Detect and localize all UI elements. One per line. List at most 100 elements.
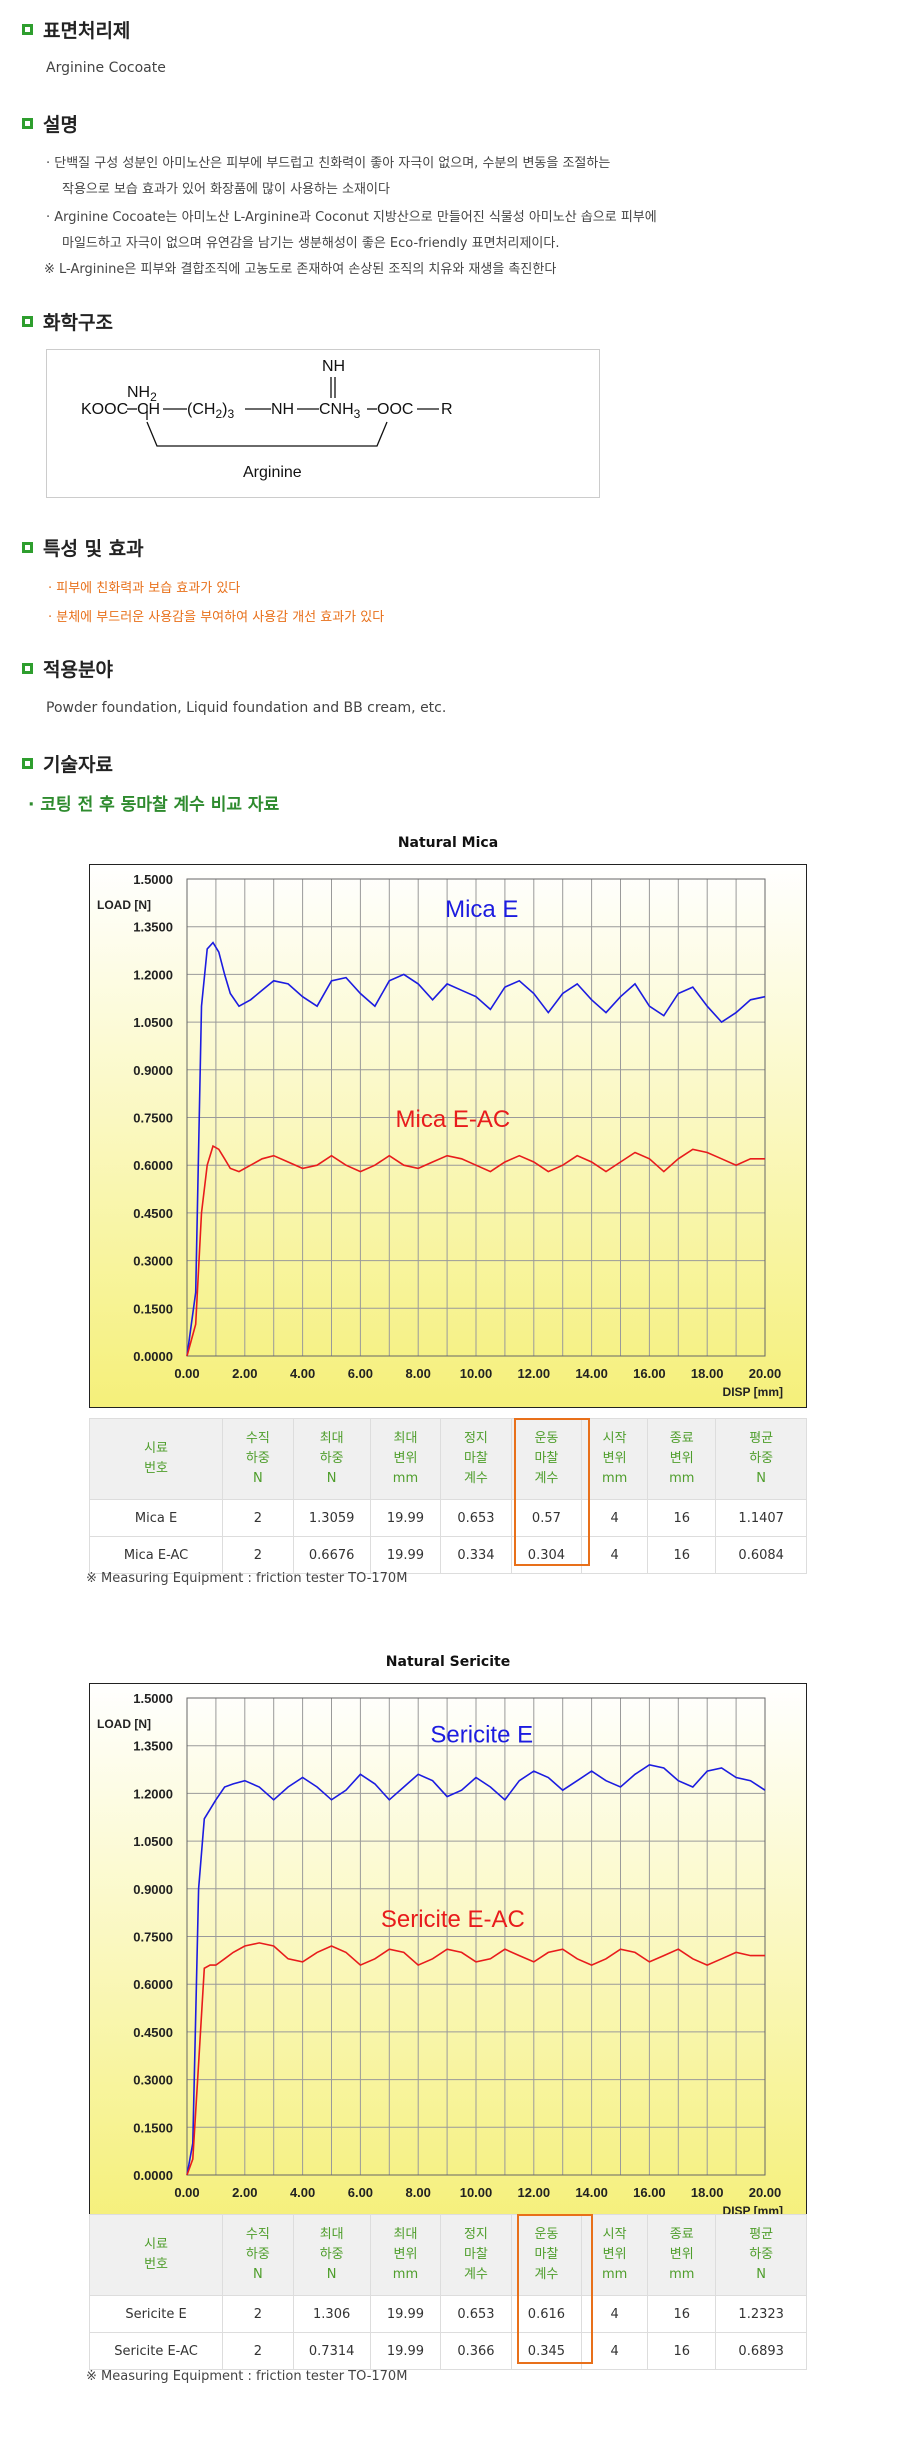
chart-svg: 0.0000 0.1500 0.3000 0.4500 0.6000 0.7500 0.90… [89, 864, 807, 1408]
section-title: 적용분야 [43, 659, 113, 681]
mica-data-table: 시료 번호 수직 하중 N 최대 하중 N 최대 변위 mm 정지 마찰 계수 운동 마찰 계수 시작 변위 mm 종료… [88, 1418, 807, 1574]
x-tick-label: 8.00 [406, 2185, 431, 2200]
chart-svg: 0.0000 0.1500 0.3000 0.4500 0.6000 0.7500 0.90… [89, 1683, 807, 2227]
table-row: Mica E-AC 2 0.6676 19.99 0.334 0.304 4 16 0.6084 [88, 1536, 807, 1574]
y-tick-label: 1.3500 [133, 1739, 173, 1754]
section-title: 표면처리제 [43, 20, 131, 42]
table-header-cell: 운동 마찰 계수 [510, 2214, 583, 2296]
table-header-cell: 최대 하중 N [292, 1418, 371, 1500]
x-tick-label: 16.00 [633, 1366, 666, 1381]
sericite-data-table: 시료 번호 수직 하중 N 최대 하중 N 최대 변위 mm 정지 마찰 계수 운동 마찰 계수 시작 변위 mm 종료… [88, 2214, 807, 2370]
x-tick-label: 8.00 [406, 1366, 431, 1381]
table-header-cell: 시작 변위 mm [581, 1418, 649, 1500]
table-cell: 2 [222, 1536, 294, 1574]
table-cell: 1.2323 [715, 2295, 807, 2333]
table-cell: 0.6084 [715, 1536, 807, 1574]
table-row: Mica E 2 1.3059 19.99 0.653 0.57 4 16 1.1407 [88, 1499, 807, 1537]
y-tick-label: 0.9000 [133, 1882, 173, 1897]
y-tick-label: 1.5000 [133, 872, 173, 887]
x-tick-label: 4.00 [290, 1366, 315, 1381]
x-tick-label: 2.00 [232, 1366, 257, 1381]
y-tick-label: 1.5000 [133, 1691, 173, 1706]
section-title: 기술자료 [43, 754, 113, 776]
table-cell: 0.334 [440, 1536, 512, 1574]
table-cell: 16 [647, 2295, 717, 2333]
square-bullet-icon [22, 24, 33, 35]
table-cell: 0.366 [440, 2332, 512, 2370]
table-header-cell: 운동 마찰 계수 [510, 1418, 583, 1500]
square-bullet-icon [22, 758, 33, 769]
square-bullet-icon [22, 542, 33, 553]
y-axis-label: LOAD [N] [97, 1717, 151, 1731]
x-tick-label: 6.00 [348, 1366, 373, 1381]
kinetic-friction-highlight [514, 1418, 590, 1566]
section-title: 특성 및 효과 [43, 538, 144, 560]
y-tick-label: 0.9000 [133, 1063, 173, 1078]
table-cell: 19.99 [369, 2332, 442, 2370]
r-label: R [441, 401, 453, 418]
x-tick-label: 0.00 [174, 2185, 199, 2200]
y-tick-label: 0.4500 [133, 1206, 173, 1221]
table-cell: 0.304 [510, 1536, 583, 1574]
y-tick-label: 0.7500 [133, 1111, 173, 1126]
series-line-0 [186, 941, 766, 1357]
y-tick-label: 0.3000 [133, 1254, 173, 1269]
section-header-features: 특성 및 효과 [22, 534, 144, 561]
measuring-equipment-note: ※ Measuring Equipment : friction tester … [86, 1571, 408, 1586]
square-bullet-icon [22, 316, 33, 327]
section-header-technical-data: 기술자료 [22, 750, 113, 777]
feature-item: · 피부에 친화력과 보습 효과가 있다 [48, 581, 241, 596]
y-tick-label: 1.0500 [133, 1015, 173, 1030]
surface-agent-name: Arginine Cocoate [46, 60, 166, 76]
x-tick-label: 6.00 [348, 2185, 373, 2200]
series-line-1 [186, 1942, 765, 2176]
table-header-cell: 최대 변위 mm [369, 2214, 442, 2296]
table-header-cell: 최대 하중 N [292, 2214, 371, 2296]
nh-top-label: NH [322, 358, 345, 375]
table-cell: Sericite E-AC [88, 2332, 224, 2370]
table-cell: 0.6893 [715, 2332, 807, 2370]
description-note: ※ L-Arginine은 피부와 결합조직에 고농도로 존재하여 손상된 조직… [44, 262, 557, 277]
y-tick-label: 0.1500 [133, 2120, 173, 2135]
x-tick-label: 14.00 [575, 2185, 608, 2200]
y-tick-label: 0.0000 [133, 1349, 173, 1364]
x-tick-label: 12.00 [518, 1366, 551, 1381]
table-header-cell: 종료 변위 mm [647, 1418, 717, 1500]
series-label-0: Mica E [445, 896, 518, 923]
table-header-cell: 종료 변위 mm [647, 2214, 717, 2296]
arginine-label: Arginine [243, 464, 302, 481]
table-cell: 4 [581, 1536, 649, 1574]
table-row: Sericite E 2 1.306 19.99 0.653 0.616 4 16 1.2323 [88, 2295, 807, 2333]
series-label-1: Sericite E-AC [381, 1906, 525, 1933]
series-label-0: Sericite E [430, 1722, 533, 1749]
kinetic-friction-highlight [517, 2214, 593, 2364]
x-tick-label: 14.00 [575, 1366, 608, 1381]
y-tick-label: 0.7500 [133, 1930, 173, 1945]
table-cell: 4 [581, 1499, 649, 1537]
y-tick-label: 0.0000 [133, 2168, 173, 2183]
series-line-0 [186, 1763, 766, 2176]
y-tick-label: 0.6000 [133, 1158, 173, 1173]
x-tick-label: 10.00 [460, 2185, 493, 2200]
application-text: Powder foundation, Liquid foundation and… [46, 700, 447, 716]
table-header-cell: 시료 번호 [88, 1418, 224, 1500]
series-line-1 [186, 1144, 765, 1357]
table-cell: 16 [647, 2332, 717, 2370]
table-header-cell: 시료 번호 [88, 2214, 224, 2296]
x-tick-label: 16.00 [633, 2185, 666, 2200]
ch2-group-label: (CH2)3 [187, 401, 234, 421]
y-tick-label: 0.6000 [133, 1977, 173, 1992]
section-header-description: 설명 [22, 110, 78, 137]
kooc-label: KOOC [81, 401, 128, 418]
table-header-cell: 수직 하중 N [222, 2214, 294, 2296]
section-title: 화학구조 [43, 312, 113, 334]
nh2-label: NH2 [127, 384, 157, 404]
table-cell: 2 [222, 2295, 294, 2333]
table-cell: Sericite E [88, 2295, 224, 2333]
description-line: · Arginine Cocoate는 아미노산 L-Arginine과 Coc… [46, 210, 657, 225]
table-cell: 0.616 [510, 2295, 583, 2333]
mica-friction-chart: 0.0000 0.1500 0.3000 0.4500 0.6000 0.7500 0.90… [89, 864, 807, 1408]
technical-data-subtitle: · 코팅 전 후 동마찰 계수 비교 자료 [28, 795, 280, 815]
sericite-friction-chart: 0.0000 0.1500 0.3000 0.4500 0.6000 0.7500 0.90… [89, 1683, 807, 2227]
section-header-surface-agent: 표면처리제 [22, 16, 130, 43]
